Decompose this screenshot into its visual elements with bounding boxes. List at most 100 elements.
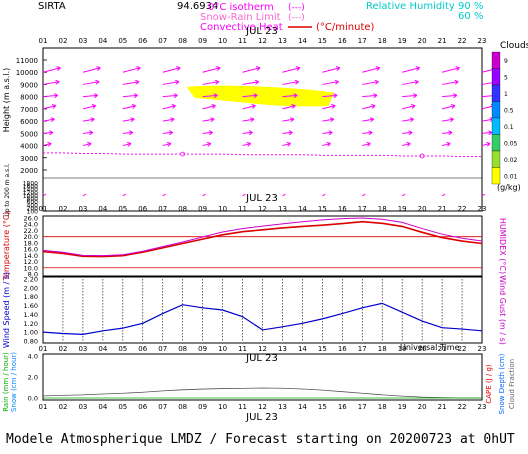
hour-tick-label: 01 <box>39 205 48 213</box>
rh-90-label: 90 % <box>458 1 483 12</box>
hour-tick-label: 20 <box>418 403 427 411</box>
wind-barb <box>242 81 259 85</box>
wind-barb <box>42 118 55 122</box>
wind-barb-head <box>331 103 336 109</box>
hour-tick-label: 14 <box>298 205 307 213</box>
hour-tick-label: 17 <box>358 205 367 213</box>
hour-tick-label: 22 <box>458 205 467 213</box>
height-tick-label: 10000 <box>16 69 38 77</box>
wind-barb-head <box>414 79 419 85</box>
conv-heat-legend: Convective Heat <box>200 22 283 33</box>
wind-barb <box>82 118 95 122</box>
wind-barb <box>242 118 255 122</box>
wind-barb <box>282 131 293 134</box>
hour-tick-label: 18 <box>378 205 387 213</box>
hour-tick-label: 03 <box>78 205 87 213</box>
hour-tick-label: 19 <box>398 345 407 353</box>
wind-barb-head <box>168 130 173 136</box>
wind-barb-head <box>448 130 453 136</box>
wind-barb-head <box>256 66 261 71</box>
cloud-legend-swatch <box>491 84 501 102</box>
wind-barb <box>122 118 135 122</box>
height-tick-label: 5000 <box>20 130 38 138</box>
hour-tick-label: 06 <box>138 205 147 213</box>
hour-tick-label: 11 <box>238 403 247 411</box>
wind-barb-head <box>328 130 333 136</box>
wind-barb-head <box>214 79 220 85</box>
wind-tick-label: 1.00 <box>24 329 38 337</box>
wind-barb-head <box>208 130 213 136</box>
low-height-tick-label: 1600 <box>23 184 38 191</box>
wind-barb <box>122 94 138 98</box>
wind-barb-head <box>246 141 252 147</box>
wind-barb-head <box>488 130 493 136</box>
isotherm-marker <box>180 151 186 157</box>
hour-tick-label: 08 <box>178 403 187 411</box>
hour-tick-label: 09 <box>198 345 207 353</box>
hour-tick-label: 23 <box>478 37 487 45</box>
rh-60-label: 60 % <box>458 11 483 22</box>
cloud-legend-level: 0.5 <box>504 107 514 114</box>
wind-barb <box>242 94 258 98</box>
wind-barb <box>42 94 58 98</box>
cloud-legend-swatch <box>491 68 501 86</box>
temp-tick-label: 16.0 <box>24 246 38 254</box>
wind-barb-head <box>51 103 57 109</box>
hour-tick-label: 09 <box>198 403 207 411</box>
wind-barb-head <box>206 141 212 147</box>
isotherm-legend-dash: (---) <box>288 3 305 13</box>
hour-tick-label: 01 <box>39 403 48 411</box>
hour-tick-label: 10 <box>218 403 227 411</box>
wind-barb <box>402 105 416 110</box>
wind-barb-head <box>291 103 296 109</box>
wind-barb-head <box>371 103 376 109</box>
hour-tick-label: 07 <box>158 37 167 45</box>
hour-tick-label: 20 <box>418 37 427 45</box>
isotherm-line <box>43 152 482 158</box>
wind-barb-head <box>295 66 301 71</box>
cloud-fraction-axis-label: Cloud Fraction <box>508 359 516 409</box>
temp-tick-label: 14.0 <box>24 252 38 260</box>
hour-tick-label: 16 <box>338 37 347 45</box>
hour-tick-label: 18 <box>378 37 387 45</box>
wind-barb <box>441 67 460 73</box>
snow-rain-legend: Snow-Rain Limit <box>200 12 281 23</box>
wind-barb <box>481 142 491 147</box>
hour-tick-label: 05 <box>118 345 127 353</box>
wind-barb <box>42 67 61 73</box>
wind-barb <box>322 118 334 122</box>
site-label: SIRTA <box>38 1 66 12</box>
cloud-legend-swatch <box>491 167 501 185</box>
hour-tick-label: 07 <box>158 403 167 411</box>
up-to-200-label: Up to 200 m a.s.l. <box>4 163 11 216</box>
wind-barb <box>202 81 219 85</box>
footer-caption: Modele Atmospherique LMDZ / Forecast sta… <box>6 432 515 447</box>
humidex-line <box>42 217 483 257</box>
wind-barb-head <box>251 103 256 109</box>
hour-tick-label: 22 <box>458 403 467 411</box>
hour-tick-label: 06 <box>138 403 147 411</box>
cloud-legend-level: 0.05 <box>504 140 518 147</box>
hour-tick-label: 02 <box>58 37 67 45</box>
wind-barb <box>322 105 336 110</box>
hour-tick-label: 18 <box>378 345 387 353</box>
hour-tick-label: 15 <box>318 403 327 411</box>
wind-barb <box>122 142 132 147</box>
hour-tick-label: 12 <box>258 205 267 213</box>
wind-barb-low <box>82 193 87 197</box>
wind-barb-head <box>335 66 341 71</box>
hour-tick-label: 13 <box>278 37 287 45</box>
wind-barb <box>282 105 296 110</box>
wind-barb-head <box>47 141 52 147</box>
wind-barb-head <box>293 93 298 99</box>
low-height-tick-label: 100 <box>27 209 39 216</box>
hour-tick-label: 21 <box>438 205 447 213</box>
snow-depth-axis-label: Snow Depth (cm) <box>498 353 506 414</box>
wind-barb <box>42 142 52 147</box>
height-tick-label: 7000 <box>20 106 38 114</box>
wind-barb-head <box>166 141 172 147</box>
hour-tick-label: 19 <box>398 403 407 411</box>
temp-tick-label: 26.0 <box>24 215 38 223</box>
cloud-legend-level: 5 <box>504 74 508 81</box>
wind-barb <box>82 94 98 98</box>
